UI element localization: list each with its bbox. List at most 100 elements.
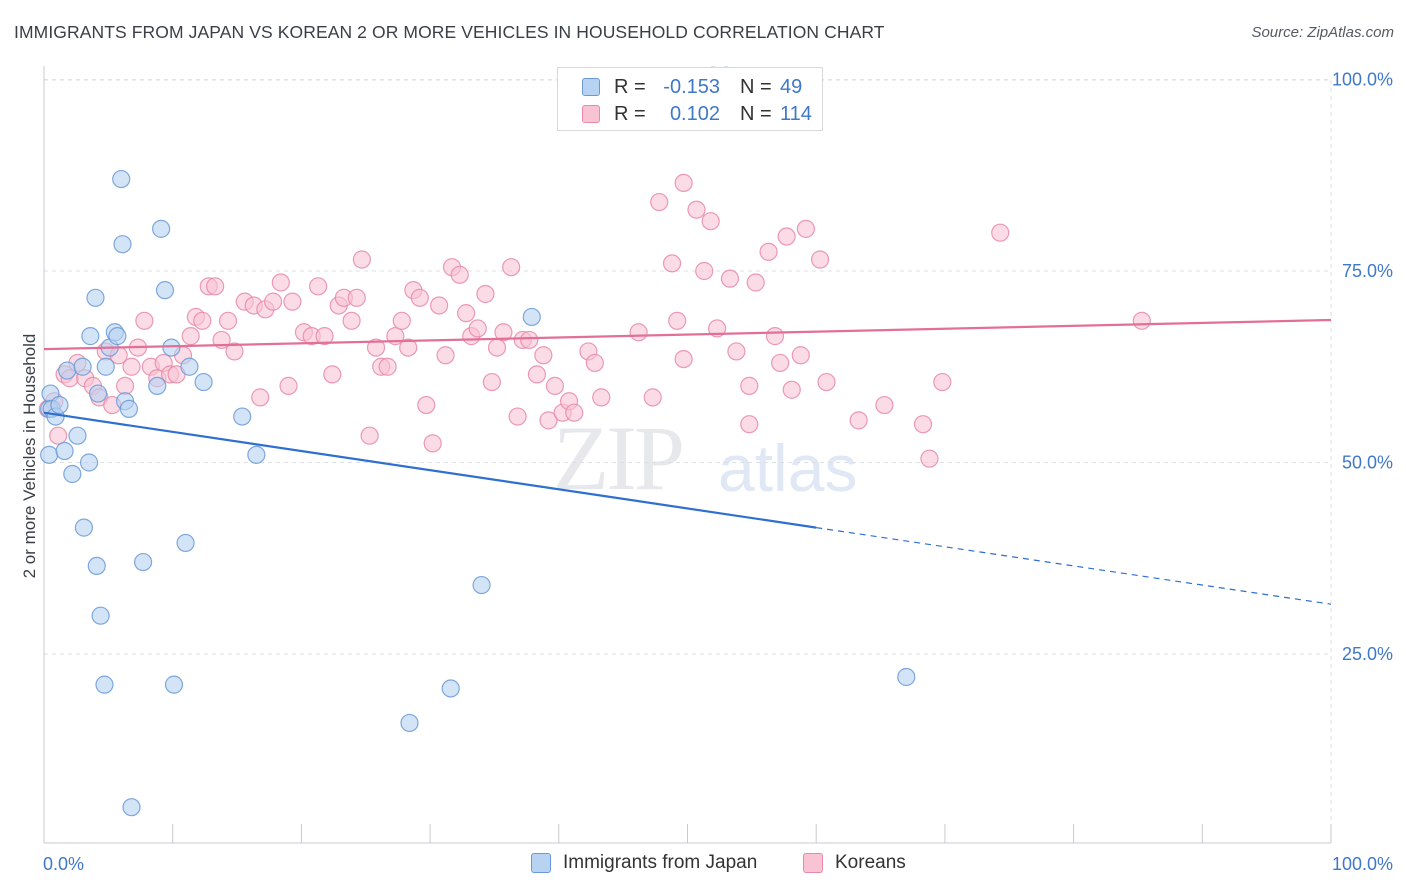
korean-legend-label: Koreans xyxy=(835,852,906,873)
korean-point xyxy=(115,376,135,395)
japan-point xyxy=(194,372,213,392)
korean-point xyxy=(817,372,836,392)
korean-point xyxy=(991,223,1010,242)
japan-point xyxy=(176,533,195,553)
japan-point xyxy=(88,384,108,403)
korean-point xyxy=(534,346,553,365)
korean-point xyxy=(539,411,558,430)
korean-r-label: R = xyxy=(614,102,646,125)
japan-point xyxy=(112,169,131,189)
korean-point xyxy=(309,277,328,296)
korean-point xyxy=(650,192,669,212)
bottom-legend-korean: Koreans xyxy=(803,852,906,874)
japan-point xyxy=(155,281,175,300)
japan-point xyxy=(50,395,69,415)
korean-point xyxy=(565,403,584,422)
korean-point xyxy=(279,376,298,395)
japan-point xyxy=(40,445,59,464)
y-tick-label: 75.0% xyxy=(1342,261,1393,281)
korean-point xyxy=(708,319,727,338)
japan-point xyxy=(522,307,541,327)
japan-point xyxy=(400,713,419,733)
korean-point xyxy=(765,327,785,346)
korean-point xyxy=(687,200,706,219)
korean-point xyxy=(315,327,334,346)
japan-trend-extension xyxy=(816,527,1332,605)
japan-n-value: 49 xyxy=(780,75,803,98)
korean-point xyxy=(417,395,436,415)
korean-point xyxy=(410,288,429,307)
korean-point xyxy=(342,311,361,330)
korean-point xyxy=(502,258,521,277)
chart-title: IMMIGRANTS FROM JAPAN VS KOREAN 2 OR MOR… xyxy=(14,22,885,42)
y-tick-label: 100.0% xyxy=(1332,70,1393,90)
korean-point xyxy=(323,365,342,384)
korean-n-label: N = xyxy=(740,102,772,125)
correlation-legend: R = -0.153 N = 49 R = 0.102 N = 114 xyxy=(557,67,823,131)
japan-point xyxy=(148,376,167,395)
japan-r-label: R = xyxy=(614,75,646,98)
korean-point xyxy=(746,273,765,292)
korean-point xyxy=(206,277,225,296)
korean-point xyxy=(482,372,501,392)
japan-n-label: N = xyxy=(740,75,772,98)
korean-legend-swatch xyxy=(803,853,823,873)
korean-point xyxy=(720,269,740,288)
japan-point xyxy=(87,556,106,576)
korean-point xyxy=(545,376,565,395)
korean-point xyxy=(527,365,547,384)
korean-point xyxy=(392,311,411,330)
korean-point xyxy=(643,388,662,407)
korean-point xyxy=(49,426,68,445)
korean-point xyxy=(430,296,449,315)
korean-point xyxy=(875,395,894,415)
y-axis-label: 2 or more Vehicles in Household xyxy=(20,333,39,579)
korean-point xyxy=(771,353,790,373)
y-tick-label: 50.0% xyxy=(1342,453,1393,473)
korean-point xyxy=(727,342,746,361)
korean-point xyxy=(378,357,397,376)
korean-point xyxy=(193,311,212,330)
korean-point xyxy=(476,284,495,304)
japan-point xyxy=(441,679,460,698)
y-tick-label: 25.0% xyxy=(1342,644,1393,664)
korean-point xyxy=(135,311,154,330)
japan-point xyxy=(113,235,132,254)
japan-point xyxy=(91,606,110,625)
korean-point xyxy=(181,327,200,346)
japan-point xyxy=(122,798,141,817)
korean-trend-line xyxy=(43,318,1332,351)
japan-point xyxy=(108,327,127,346)
japan-point xyxy=(133,552,153,572)
japan-legend-label: Immigrants from Japan xyxy=(563,852,758,873)
japan-point xyxy=(68,426,87,445)
korean-point xyxy=(352,250,371,269)
japan-point xyxy=(63,464,82,484)
japan-point xyxy=(233,407,252,426)
korean-point xyxy=(796,219,816,238)
korean-point xyxy=(933,372,952,392)
korean-point xyxy=(399,338,418,357)
korean-point xyxy=(920,449,939,468)
japan-point xyxy=(58,361,77,380)
korean-swatch xyxy=(582,105,600,123)
japan-point xyxy=(897,667,916,687)
korean-point xyxy=(263,292,283,311)
japan-trend-line xyxy=(43,411,817,529)
korean-point xyxy=(592,388,611,407)
korean-point xyxy=(629,323,648,342)
legend-row-japan: R = -0.153 N = 49 xyxy=(582,74,802,100)
korean-point xyxy=(225,342,244,361)
korean-point xyxy=(423,434,442,453)
watermark-atlas: atlas xyxy=(718,431,858,505)
japan-point xyxy=(73,357,92,376)
bottom-legend-japan: Immigrants from Japan xyxy=(531,852,757,874)
x-tick-label-max: 100.0% xyxy=(1332,854,1393,874)
korean-point xyxy=(759,242,778,261)
korean-point xyxy=(791,346,810,365)
korean-point xyxy=(674,173,693,193)
korean-point xyxy=(740,415,759,434)
korean-point xyxy=(360,426,379,445)
korean-point xyxy=(913,415,933,434)
japan-point xyxy=(95,675,114,694)
